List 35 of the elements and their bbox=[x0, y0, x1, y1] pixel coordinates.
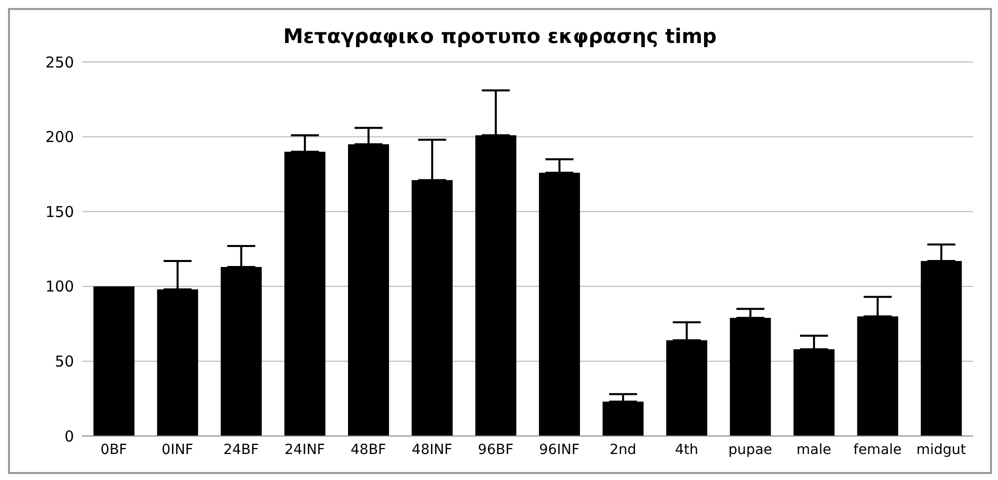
y-tick-label: 200 bbox=[45, 128, 74, 146]
bar bbox=[920, 260, 962, 436]
x-tick-label: pupae bbox=[728, 442, 772, 458]
bar bbox=[475, 135, 516, 436]
x-tick-label: 24INF bbox=[284, 442, 325, 458]
y-tick-label: 100 bbox=[45, 278, 74, 296]
x-tick-label: midgut bbox=[916, 442, 967, 458]
bar bbox=[602, 402, 644, 436]
x-tick-label: 24BF bbox=[223, 442, 259, 458]
x-tick-label: 2nd bbox=[610, 442, 636, 458]
x-tick-label: 0BF bbox=[100, 442, 128, 458]
bar bbox=[412, 180, 453, 436]
bar bbox=[348, 144, 390, 436]
x-tick-label: 48BF bbox=[350, 442, 386, 458]
x-tick-label: male bbox=[796, 442, 832, 458]
bar bbox=[794, 349, 835, 436]
bar bbox=[284, 152, 326, 436]
y-tick-label: 250 bbox=[45, 53, 74, 72]
bar bbox=[730, 318, 771, 436]
x-tick-label: 96INF bbox=[539, 442, 580, 458]
bar bbox=[857, 316, 898, 436]
x-tick-label: 96BF bbox=[478, 442, 514, 458]
chart-title: Μεταγραφικο προτυπο εκφρασης timp bbox=[282, 24, 718, 50]
y-tick-label: 150 bbox=[45, 202, 74, 221]
x-tick-label: 48INF bbox=[412, 442, 452, 458]
x-tick-label: 0INF bbox=[162, 442, 194, 458]
x-tick-label: female bbox=[853, 442, 902, 458]
bar bbox=[157, 289, 198, 436]
bar bbox=[666, 340, 708, 436]
bar bbox=[538, 172, 580, 436]
bar bbox=[220, 266, 262, 436]
y-tick-label: 50 bbox=[54, 352, 74, 371]
x-tick-label: 4th bbox=[674, 442, 698, 458]
y-tick-label: 0 bbox=[64, 427, 74, 446]
bar bbox=[93, 286, 134, 436]
